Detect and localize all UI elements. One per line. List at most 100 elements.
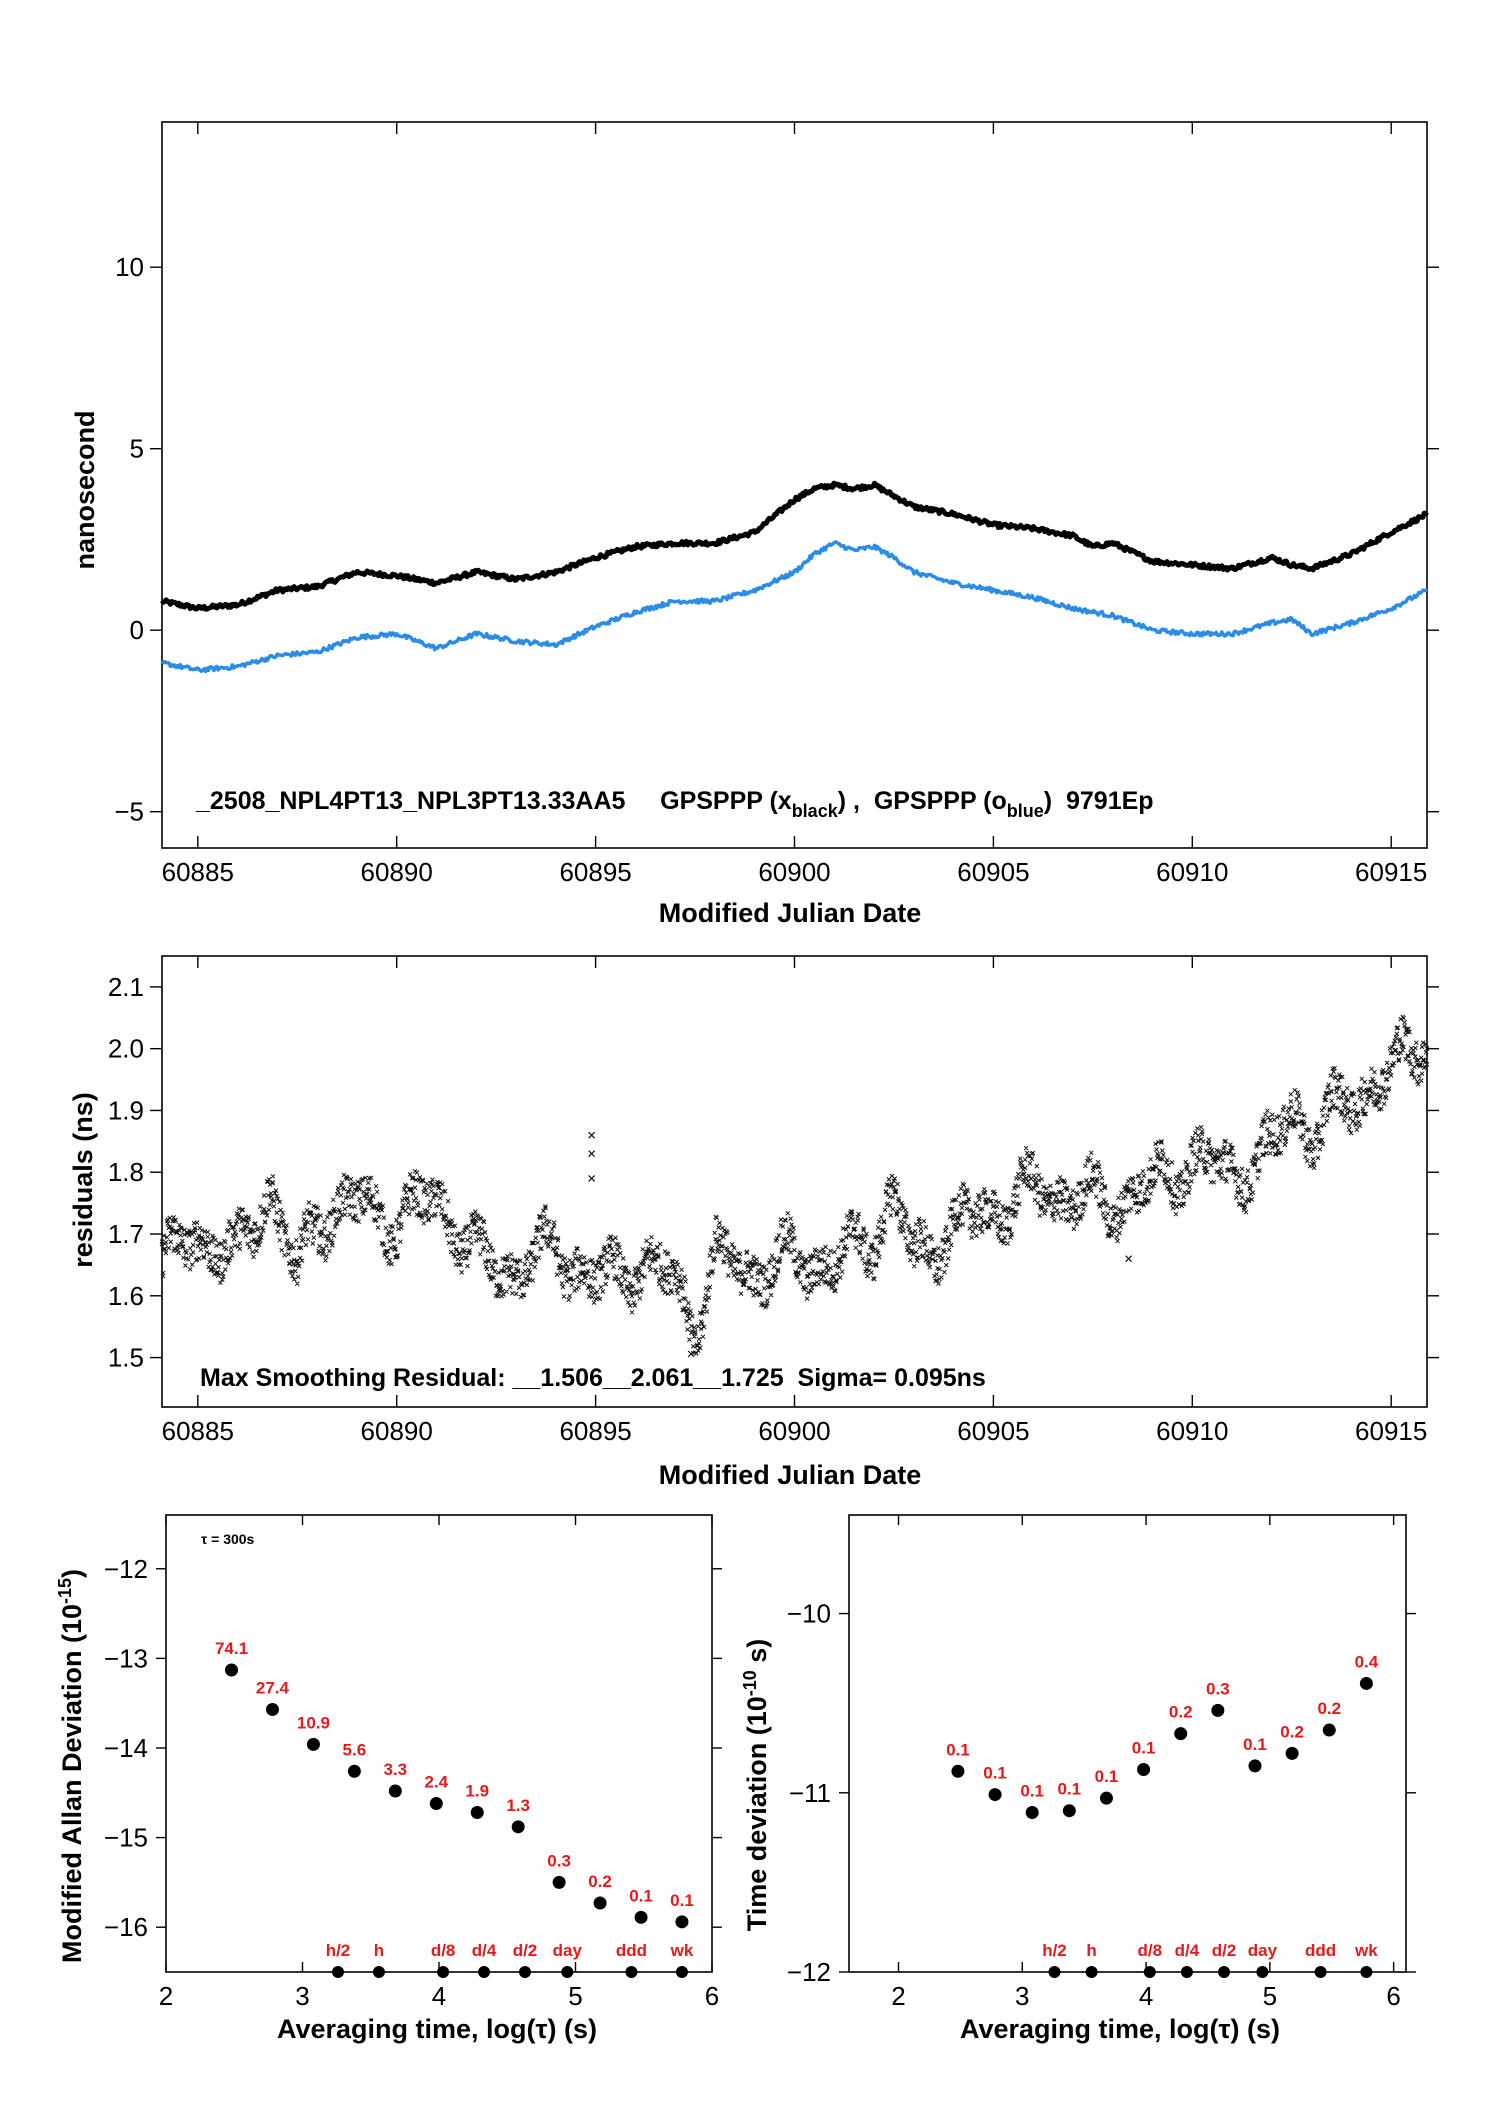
- time-marker-dot: [1314, 1966, 1327, 1978]
- time-marker-label: d/8: [1137, 1941, 1162, 1960]
- x-tick-label: 60915: [1355, 1416, 1427, 1446]
- deviation-point: [1211, 1703, 1225, 1717]
- point-label: 0.3: [1206, 1679, 1230, 1698]
- time-marker-dot: [675, 1966, 688, 1978]
- point-label: 1.3: [506, 1796, 530, 1815]
- deviation-point: [225, 1663, 239, 1677]
- deviation-point: [429, 1797, 443, 1811]
- time-marker-label: day: [553, 1941, 583, 1960]
- x-tick-label: 2: [159, 1981, 173, 2011]
- residuals-x-axis-title: Modified Julian Date: [659, 1460, 922, 1490]
- mdev-tau-note: τ = 300s: [201, 1531, 255, 1547]
- x-tick-label: 60910: [1156, 1416, 1228, 1446]
- deviation-point: [552, 1875, 566, 1889]
- y-tick-label: −10: [787, 1599, 831, 1629]
- x-tick-label: 6: [705, 1981, 719, 2011]
- residuals-chart: Modified Julian Date residuals (ns) Max …: [68, 955, 1439, 1490]
- deviation-point: [1359, 1676, 1373, 1690]
- plot-frame: [848, 1514, 1407, 1973]
- y-tick-label: −12: [104, 1554, 148, 1584]
- tdev-chart: Averaging time, log(τ) (s) Time deviatio…: [740, 1514, 1416, 2044]
- x-tick-label: 60910: [1156, 857, 1228, 887]
- time-marker-label: d/4: [1175, 1941, 1200, 1960]
- x-tick-label: 60900: [758, 857, 830, 887]
- time-marker-label: h/2: [1042, 1941, 1067, 1960]
- point-label: 0.1: [946, 1740, 970, 1759]
- deviation-point: [511, 1820, 525, 1834]
- time-marker-label: wk: [670, 1941, 694, 1960]
- time-marker-dot: [1256, 1966, 1269, 1978]
- y-tick-label: 1.7: [108, 1219, 144, 1249]
- phase-chart: Modified Julian Date nanosecond _2508_NP…: [70, 121, 1439, 928]
- y-tick-label: 0: [130, 615, 144, 645]
- point-label: 0.1: [1095, 1767, 1119, 1786]
- tdev-x-axis-title: Averaging time, log(τ) (s): [960, 2014, 1280, 2044]
- deviation-point: [1248, 1759, 1262, 1773]
- phase-y-axis-title: nanosecond: [70, 410, 100, 569]
- deviation-point: [988, 1788, 1002, 1802]
- time-marker-label: h: [374, 1941, 384, 1960]
- y-tick-label: 5: [130, 434, 144, 464]
- y-tick-label: −5: [114, 797, 144, 827]
- point-label: 0.1: [670, 1891, 694, 1910]
- time-marker-label: h: [1086, 1941, 1096, 1960]
- deviation-point: [265, 1702, 279, 1716]
- deviation-point: [1062, 1804, 1076, 1818]
- y-tick-label: −15: [104, 1823, 148, 1853]
- phase-x-axis-title: Modified Julian Date: [659, 898, 922, 928]
- x-tick-label: 5: [1263, 1981, 1277, 2011]
- deviation-point: [1322, 1723, 1336, 1737]
- time-marker-dot: [372, 1966, 385, 1978]
- point-label: 3.3: [383, 1760, 407, 1779]
- deviation-point: [675, 1915, 689, 1929]
- time-marker-dot: [437, 1966, 450, 1978]
- point-label: 0.2: [1317, 1699, 1341, 1718]
- x-tick-label: 60895: [559, 1416, 631, 1446]
- x-tick-label: 2: [891, 1981, 905, 2011]
- point-label: 0.2: [1280, 1722, 1304, 1741]
- time-marker-label: d/2: [1212, 1941, 1237, 1960]
- deviation-point: [388, 1784, 402, 1798]
- time-marker-label: d/4: [472, 1941, 497, 1960]
- x-tick-label: 3: [295, 1981, 309, 2011]
- residual-outlier: [588, 1131, 596, 1139]
- deviation-point: [470, 1805, 484, 1819]
- residuals-y-axis-title: residuals (ns): [68, 1092, 98, 1268]
- residual-outlier: [588, 1174, 596, 1182]
- deviation-point: [634, 1910, 648, 1924]
- y-tick-label: 1.9: [108, 1095, 144, 1125]
- x-tick-label: 5: [568, 1981, 582, 2011]
- point-label: 27.4: [256, 1678, 290, 1697]
- time-marker-dot: [331, 1966, 344, 1978]
- time-marker-dot: [561, 1966, 574, 1978]
- time-marker-dot: [1085, 1966, 1098, 1978]
- point-label: 0.1: [983, 1764, 1007, 1783]
- time-marker-dot: [1218, 1966, 1231, 1978]
- y-tick-label: 2.1: [108, 972, 144, 1002]
- deviation-point: [1025, 1805, 1039, 1819]
- x-tick-label: 6: [1386, 1981, 1400, 2011]
- point-label: 0.3: [547, 1851, 571, 1870]
- time-marker-label: ddd: [616, 1941, 647, 1960]
- point-label: 10.9: [297, 1713, 330, 1732]
- time-marker-label: d/8: [431, 1941, 456, 1960]
- x-tick-label: 60895: [559, 857, 631, 887]
- time-marker-label: h/2: [326, 1941, 351, 1960]
- x-tick-label: 60885: [162, 1416, 234, 1446]
- point-label: 1.9: [465, 1781, 489, 1800]
- plot-frame: [161, 955, 1428, 1408]
- time-marker-label: d/2: [513, 1941, 538, 1960]
- x-tick-label: 60900: [758, 1416, 830, 1446]
- mdev-y-axis-title: Modified Allan Deviation (10-15): [55, 1569, 87, 1963]
- point-label: 0.2: [588, 1872, 612, 1891]
- x-tick-label: 3: [1015, 1981, 1029, 2011]
- x-tick-label: 60905: [957, 1416, 1029, 1446]
- deviation-point: [1174, 1727, 1188, 1741]
- x-tick-label: 4: [432, 1981, 446, 2011]
- time-marker-dot: [625, 1966, 638, 1978]
- point-label: 0.1: [1058, 1780, 1082, 1799]
- point-label: 0.1: [1243, 1735, 1267, 1754]
- residual-outlier: [1125, 1255, 1133, 1263]
- deviation-point: [593, 1896, 607, 1910]
- phase-annotation: _2508_NPL4PT13_NPL3PT13.33AA5 GPSPPP (xb…: [195, 787, 1154, 821]
